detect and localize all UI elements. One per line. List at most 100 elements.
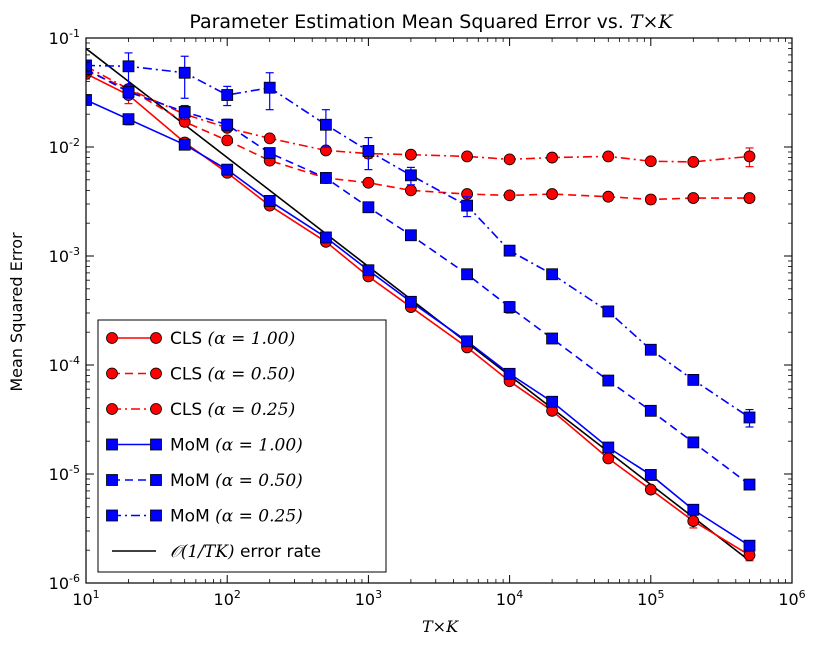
x-tick-exponent: 4	[516, 588, 523, 601]
series-5	[86, 63, 756, 491]
x-axis-label: T×K	[422, 617, 459, 636]
data-point	[221, 163, 234, 176]
data-point	[122, 113, 135, 126]
x-tick-base: 10	[637, 590, 657, 609]
data-point	[362, 176, 375, 189]
data-point	[687, 373, 700, 386]
y-tick-exponent: -3	[69, 245, 80, 258]
data-point	[263, 195, 276, 207]
data-point	[319, 172, 332, 184]
legend-entry: CLS (α = 1.00)	[106, 329, 296, 349]
data-point	[644, 469, 657, 481]
data-point	[503, 244, 516, 257]
axes-layer: 101 102 103 104 105 10610-610-510-410-310-210…	[49, 27, 806, 609]
y-tick-label: 10-3	[49, 245, 80, 266]
data-point	[461, 150, 473, 163]
legend-marker	[106, 332, 118, 344]
x-tick-exponent: 2	[234, 588, 241, 601]
x-tick-exponent: 3	[375, 588, 382, 601]
data-point	[405, 169, 417, 182]
legend-entry: MoM (α = 0.50)	[106, 471, 303, 491]
legend-label: MoM (α = 0.50)	[170, 471, 303, 491]
legend-entry: MoM (α = 1.00)	[106, 436, 303, 456]
legend-series-param: (α = 1.00)	[215, 436, 303, 456]
data-point	[86, 94, 92, 106]
y-tick-exponent: -2	[69, 136, 80, 149]
data-point	[546, 395, 559, 408]
y-tick-base: 10	[49, 247, 69, 266]
x-tick-base: 10	[72, 590, 92, 609]
x-tick-label: 102	[214, 588, 241, 609]
data-point	[86, 59, 92, 72]
legend-entry: MoM (α = 0.25)	[106, 507, 303, 527]
data-point	[178, 66, 191, 79]
legend-marker	[150, 403, 162, 415]
data-point	[461, 199, 473, 212]
data-point	[503, 301, 516, 313]
series-line	[86, 70, 750, 201]
legend-label: MoM (α = 1.00)	[170, 436, 303, 456]
legend-series-name: MoM	[170, 507, 215, 527]
data-point	[644, 404, 657, 417]
legend-marker	[150, 509, 162, 522]
legend-series-param: (α = 0.50)	[215, 471, 303, 491]
data-point	[461, 268, 473, 281]
series-6	[86, 52, 756, 428]
legend-series-param: (α = 0.50)	[208, 365, 296, 385]
series-4	[86, 94, 756, 552]
data-point	[644, 343, 657, 356]
legend-series-name: CLS	[170, 365, 208, 385]
x-tick-base: 10	[355, 590, 375, 609]
data-point	[546, 188, 559, 200]
data-point	[405, 148, 417, 161]
y-tick-label: 10-1	[49, 27, 80, 48]
data-point	[362, 201, 375, 214]
data-point	[602, 452, 615, 465]
y-axis-label: Mean Squared Error	[7, 232, 26, 392]
legend-series-param: (α = 0.25)	[215, 507, 303, 527]
data-point	[405, 295, 417, 308]
legend-marker	[150, 332, 162, 344]
data-point	[503, 153, 516, 166]
legend-series-param: (α = 0.25)	[208, 400, 296, 420]
data-point	[122, 60, 135, 73]
legend-series-param: (α = 1.00)	[208, 329, 296, 349]
data-point	[263, 81, 276, 94]
x-tick-label: 103	[355, 588, 382, 609]
series-layer	[86, 47, 756, 562]
y-tick-exponent: -5	[69, 463, 80, 476]
y-tick-base: 10	[49, 29, 69, 48]
data-point	[743, 411, 756, 424]
x-tick-base: 10	[778, 590, 798, 609]
data-point	[221, 118, 234, 131]
y-tick-base: 10	[49, 356, 69, 375]
data-point	[405, 229, 417, 242]
y-tick-label: 10-2	[49, 136, 80, 157]
data-point	[602, 441, 615, 454]
y-tick-exponent: -4	[69, 354, 80, 367]
y-tick-base: 10	[49, 138, 69, 157]
reference-line	[86, 47, 750, 562]
y-tick-base: 10	[49, 574, 69, 593]
data-point	[743, 539, 756, 552]
legend-box	[97, 319, 387, 573]
data-point	[178, 138, 191, 151]
x-tick-label: 101	[72, 588, 99, 609]
data-point	[546, 268, 559, 281]
x-tick-label: 104	[496, 588, 523, 609]
x-tick-base: 10	[496, 590, 516, 609]
data-point	[687, 515, 700, 527]
data-point	[687, 503, 700, 516]
data-point	[546, 332, 559, 345]
legend-ref-label: error rate	[240, 542, 321, 562]
legend-marker	[106, 509, 118, 522]
y-tick-label: 10-4	[49, 354, 80, 375]
data-point	[319, 231, 332, 244]
legend-label: CLS (α = 0.50)	[170, 365, 295, 385]
data-point	[503, 367, 516, 380]
legend-label: MoM (α = 0.25)	[170, 507, 303, 527]
chart-title: Parameter Estimation Mean Squared Error …	[189, 11, 674, 33]
legend-label: 𝒪(1/TK) error rate	[170, 542, 321, 562]
data-point	[743, 150, 756, 163]
legend-series-name: MoM	[170, 471, 215, 491]
